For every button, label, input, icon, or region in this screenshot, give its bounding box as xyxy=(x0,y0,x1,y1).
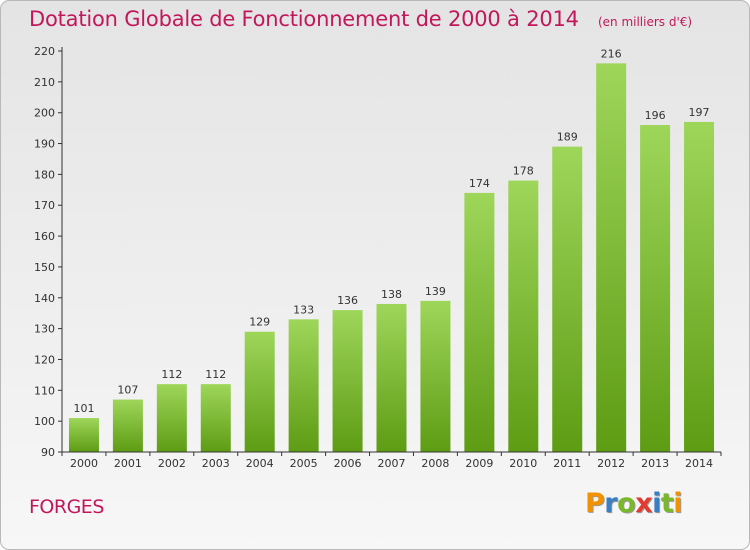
bar xyxy=(464,192,495,452)
bar-value-label: 136 xyxy=(337,294,358,307)
bar-value-label: 107 xyxy=(117,384,138,397)
y-tick-label: 180 xyxy=(34,168,55,181)
logo-letter: r xyxy=(604,488,618,519)
bar xyxy=(112,399,143,452)
y-axis: 90 100 110 120 130 140 150 160 170 180 190 200 210 22… xyxy=(34,45,63,459)
bar-value-label: 138 xyxy=(381,288,402,301)
chart-unit-note: (en milliers d'€) xyxy=(597,15,693,29)
x-tick-label: 2009 xyxy=(465,457,493,470)
bar-value-label: 129 xyxy=(249,316,270,329)
y-tick-label: 220 xyxy=(34,45,55,58)
bar xyxy=(684,121,715,452)
x-tick-label: 2004 xyxy=(246,457,274,470)
logo-letter: x xyxy=(635,488,653,519)
bar xyxy=(508,180,539,453)
x-tick-label: 2001 xyxy=(114,457,142,470)
y-tick-label: 170 xyxy=(34,199,55,212)
logo-letter: P xyxy=(585,488,605,519)
bar xyxy=(288,319,319,452)
bar xyxy=(420,300,451,452)
chart-title-row: Dotation Globale de Fonctionnement de 20… xyxy=(29,7,692,31)
chart-title: Dotation Globale de Fonctionnement de 20… xyxy=(29,7,579,31)
logo-letter: i xyxy=(652,488,661,519)
bar xyxy=(596,63,627,452)
x-tick-label: 2000 xyxy=(70,457,98,470)
y-tick-label: 110 xyxy=(34,384,55,397)
bar xyxy=(200,384,231,452)
bar xyxy=(640,125,671,453)
x-tick-label: 2003 xyxy=(202,457,230,470)
bar-value-label: 139 xyxy=(425,285,446,298)
x-axis: 2000 2001 2002 2003 2004 2005 2006 2007 2008 2009… xyxy=(61,451,722,470)
x-tick-label: 2012 xyxy=(597,457,625,470)
bar-value-label: 174 xyxy=(469,177,490,190)
y-tick-label: 190 xyxy=(34,138,55,151)
bar-value-label: 189 xyxy=(557,131,578,144)
bar-value-label: 178 xyxy=(513,165,534,178)
y-tick-label: 120 xyxy=(34,353,55,366)
y-tick-label: 130 xyxy=(34,323,55,336)
y-tick-label: 150 xyxy=(34,261,55,274)
x-tick-label: 2010 xyxy=(509,457,537,470)
bar xyxy=(156,384,187,452)
bar-value-label: 133 xyxy=(293,303,314,316)
bar xyxy=(332,310,363,452)
commune-name: FORGES xyxy=(29,496,104,518)
y-tick-label: 140 xyxy=(34,292,55,305)
bar-value-label: 112 xyxy=(161,368,182,381)
logo-letter: t xyxy=(660,488,674,519)
y-tick-label: 160 xyxy=(34,230,55,243)
bars: 101 107 112 112 129 133 136 138 139 174 178 189 216 1… xyxy=(68,47,715,453)
x-tick-label: 2013 xyxy=(641,457,669,470)
y-tick-label: 200 xyxy=(34,107,55,120)
x-tick-label: 2011 xyxy=(553,457,581,470)
bar xyxy=(552,146,583,452)
y-tick-label: 100 xyxy=(34,415,55,428)
bar xyxy=(244,331,275,452)
x-tick-label: 2014 xyxy=(685,457,713,470)
bar-value-label: 196 xyxy=(645,109,666,122)
x-tick-label: 2007 xyxy=(378,457,406,470)
x-tick-label: 2002 xyxy=(158,457,186,470)
bar-value-label: 112 xyxy=(205,368,226,381)
bar-value-label: 216 xyxy=(601,47,622,60)
x-tick-label: 2008 xyxy=(421,457,449,470)
x-tick-label: 2006 xyxy=(334,457,362,470)
y-tick-label: 90 xyxy=(41,446,55,459)
bar xyxy=(376,303,407,452)
x-tick-label: 2005 xyxy=(290,457,318,470)
bar-value-label: 101 xyxy=(73,402,94,415)
bar xyxy=(68,418,99,452)
proxiti-logo: Proxiti xyxy=(585,488,683,519)
logo-letter: o xyxy=(617,488,636,519)
bar-value-label: 197 xyxy=(689,106,710,119)
logo-letter: i xyxy=(673,488,683,519)
y-tick-label: 210 xyxy=(34,76,55,89)
